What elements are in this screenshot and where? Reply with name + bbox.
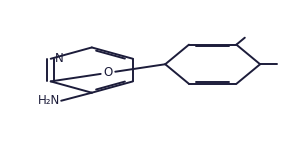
Text: H₂N: H₂N [37,94,60,107]
Text: O: O [103,66,113,79]
Text: N: N [54,52,63,65]
